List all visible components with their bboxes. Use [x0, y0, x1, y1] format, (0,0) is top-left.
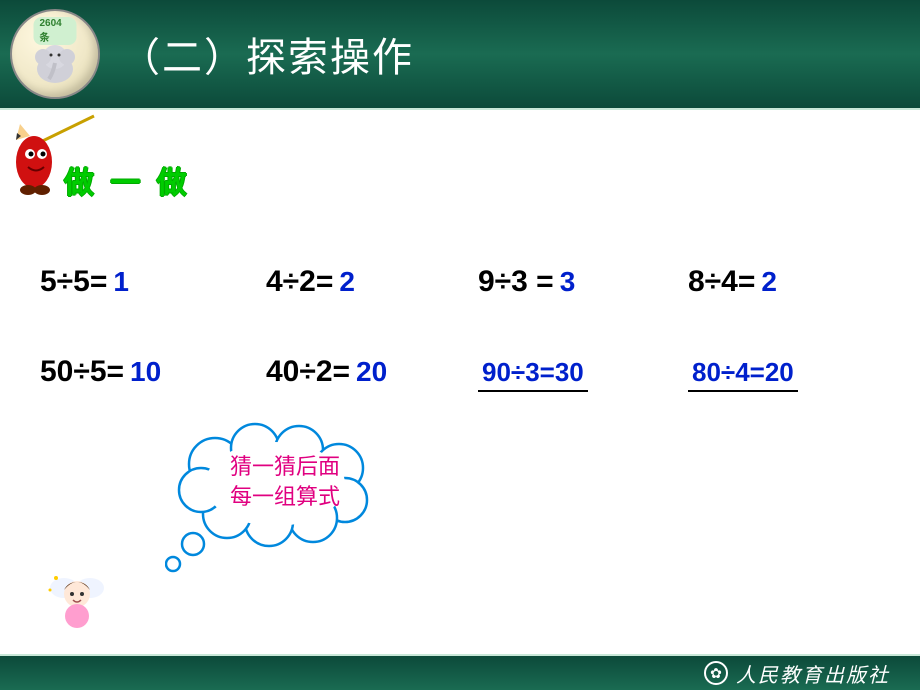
- answer: 3: [560, 266, 576, 298]
- footer-bar: ✿ 人民教育出版社: [0, 654, 920, 690]
- expression: 4÷2=: [266, 265, 333, 299]
- filled-problem: 80÷4=20: [688, 357, 868, 392]
- problem: 4÷2= 2: [266, 265, 478, 299]
- expression: 50÷5=: [40, 355, 124, 389]
- filled-expression: 80÷4=20: [688, 357, 798, 392]
- logo-badge: [10, 9, 100, 99]
- fairy-character-icon: [42, 560, 112, 630]
- problem-row-2: 50÷5= 10 40÷2= 20 90÷3=30 80÷4=20: [40, 355, 890, 392]
- publisher-logo-icon: ✿: [704, 661, 728, 685]
- page-title: （二）探索操作: [120, 25, 414, 83]
- answer: 2: [761, 266, 777, 298]
- answer: 10: [130, 356, 161, 388]
- expression: 8÷4=: [688, 265, 755, 299]
- problem: 5÷5= 1: [40, 265, 266, 299]
- filled-expression: 90÷3=30: [478, 357, 588, 392]
- filled-problem: 90÷3=30: [478, 357, 688, 392]
- elephant-icon: [27, 35, 83, 91]
- cloud-line-2: 每一组算式: [230, 484, 340, 509]
- expression: 40÷2=: [266, 355, 350, 389]
- publisher-name: 人民教育出版社: [736, 659, 890, 688]
- problem: 9÷3 = 3: [478, 265, 688, 299]
- header-bar: （二）探索操作: [0, 0, 920, 110]
- expression: 5÷5=: [40, 265, 107, 299]
- cloud-text: 猜一猜后面 每一组算式: [205, 452, 365, 512]
- answer: 1: [113, 266, 129, 298]
- answer: 2: [339, 266, 355, 298]
- problem-row-1: 5÷5= 1 4÷2= 2 9÷3 = 3 8÷4= 2: [40, 265, 890, 299]
- subtitle-text: 做 一 做: [64, 167, 191, 200]
- cloud-line-1: 猜一猜后面: [230, 454, 340, 479]
- problem: 8÷4= 2: [688, 265, 868, 299]
- answer: 20: [356, 356, 387, 388]
- problem: 40÷2= 20: [266, 355, 478, 389]
- expression: 9÷3 =: [478, 265, 554, 299]
- subtitle: 做 一 做: [64, 158, 191, 202]
- problem: 50÷5= 10: [40, 355, 266, 389]
